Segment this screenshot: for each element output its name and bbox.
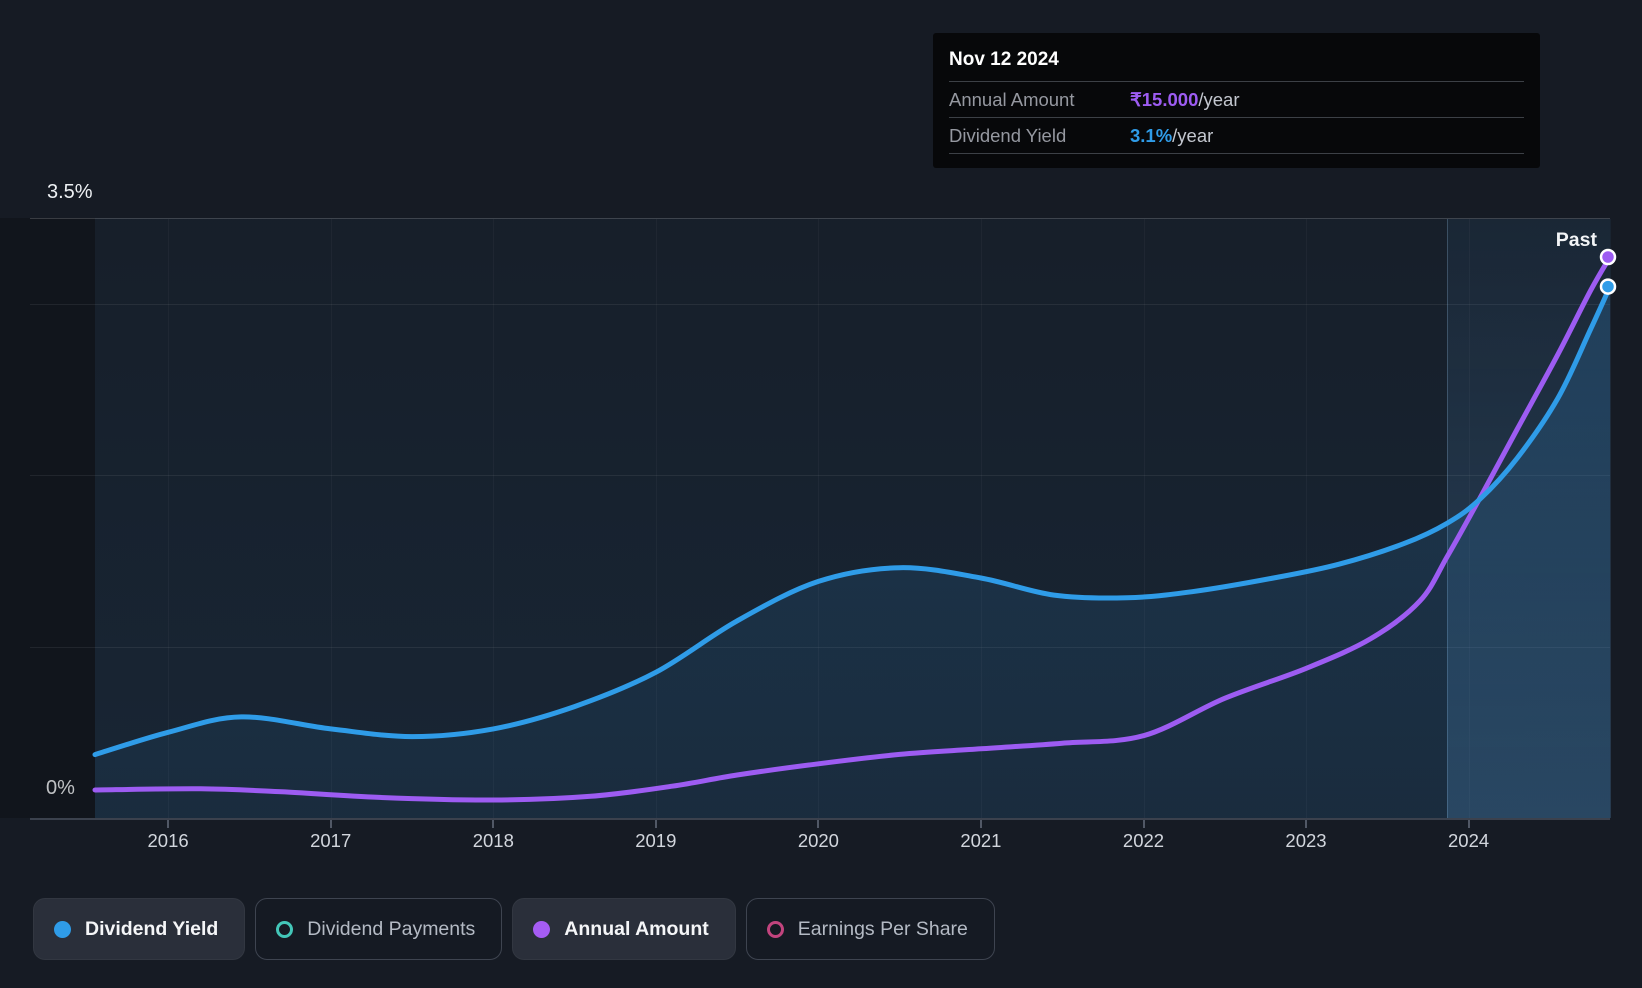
past-label: Past (1555, 229, 1597, 251)
earnings-per-share-marker-icon (766, 920, 784, 938)
x-axis-tick (167, 820, 170, 828)
legend-chip-dividend-payments[interactable]: Dividend Payments (255, 898, 503, 960)
x-axis-tick (492, 820, 495, 828)
x-axis-tick (1142, 820, 1145, 828)
tooltip-date: Nov 12 2024 (949, 49, 1059, 70)
tooltip-row-label: Annual Amount (949, 88, 1075, 110)
x-axis-tick (1305, 820, 1307, 828)
x-axis-year-label: 2020 (797, 830, 839, 851)
x-axis-year-label: 2019 (635, 830, 677, 851)
tooltip: Nov 12 2024 Annual Amount ₹15.000/year Div… (933, 33, 1540, 168)
x-axis-year-label: 2021 (960, 830, 1002, 851)
dividend-yield-endpoint-dot[interactable] (1599, 278, 1617, 295)
x-axis-line (30, 818, 1610, 820)
x-axis-year-label: 2018 (472, 830, 514, 851)
y-axis-zero-label: 0% (46, 777, 75, 799)
legend-chip-dividend-yield[interactable]: Dividend Yield (33, 898, 246, 960)
tooltip-row: Dividend Yield 3.1%/year (949, 117, 1524, 153)
dividend-yield-line (92, 284, 1613, 758)
x-axis-year-label: 2024 (1448, 830, 1490, 851)
tooltip-rows: Annual Amount ₹15.000/year Dividend Yield 3… (933, 81, 1540, 153)
annual-amount-marker-icon (533, 920, 551, 938)
dividend-payments-marker-icon (276, 920, 294, 938)
legend-label: Dividend Yield (85, 917, 219, 940)
x-axis-year-label: 2017 (310, 830, 352, 851)
x-axis-year-label: 2023 (1285, 830, 1327, 851)
tooltip-row-value: 3.1% (1130, 124, 1173, 146)
gridline-horizontal (30, 475, 1610, 477)
legend-label: Dividend Payments (307, 917, 476, 940)
tooltip-row-unit: /year (1172, 124, 1214, 146)
dividend-yield-area (95, 286, 1610, 819)
y-axis-max-label: 3.5% (47, 181, 93, 203)
annual-amount-endpoint-dot[interactable] (1599, 248, 1617, 266)
x-axis-tick (817, 820, 820, 828)
legend-label: Annual Amount (564, 917, 709, 940)
x-axis-tick (329, 820, 332, 828)
x-axis-year-label: 2016 (147, 830, 189, 851)
legend: Dividend Yield Dividend Payments Annual Am… (33, 898, 995, 960)
tooltip-row: Annual Amount ₹15.000/year (949, 81, 1524, 117)
x-axis-year-label: 2022 (1122, 830, 1165, 851)
tooltip-bottom-rule (949, 153, 1524, 160)
plot-left-margin (0, 218, 95, 818)
tooltip-row-unit: /year (1198, 88, 1240, 110)
x-axis-tick (654, 820, 657, 828)
gridline-top (30, 218, 1610, 219)
x-axis-tick (979, 820, 982, 828)
gridline-horizontal (30, 303, 1610, 305)
dividend-yield-marker-icon (54, 920, 71, 938)
x-axis-tick (1467, 820, 1470, 828)
tooltip-row-label: Dividend Yield (949, 124, 1067, 146)
legend-chip-annual-amount[interactable]: Annual Amount (512, 898, 736, 960)
legend-chip-earnings-per-share[interactable]: Earnings Per Share (745, 898, 995, 960)
legend-label: Earnings Per Share (797, 917, 968, 940)
tooltip-row-value: ₹15.000 (1130, 88, 1199, 110)
